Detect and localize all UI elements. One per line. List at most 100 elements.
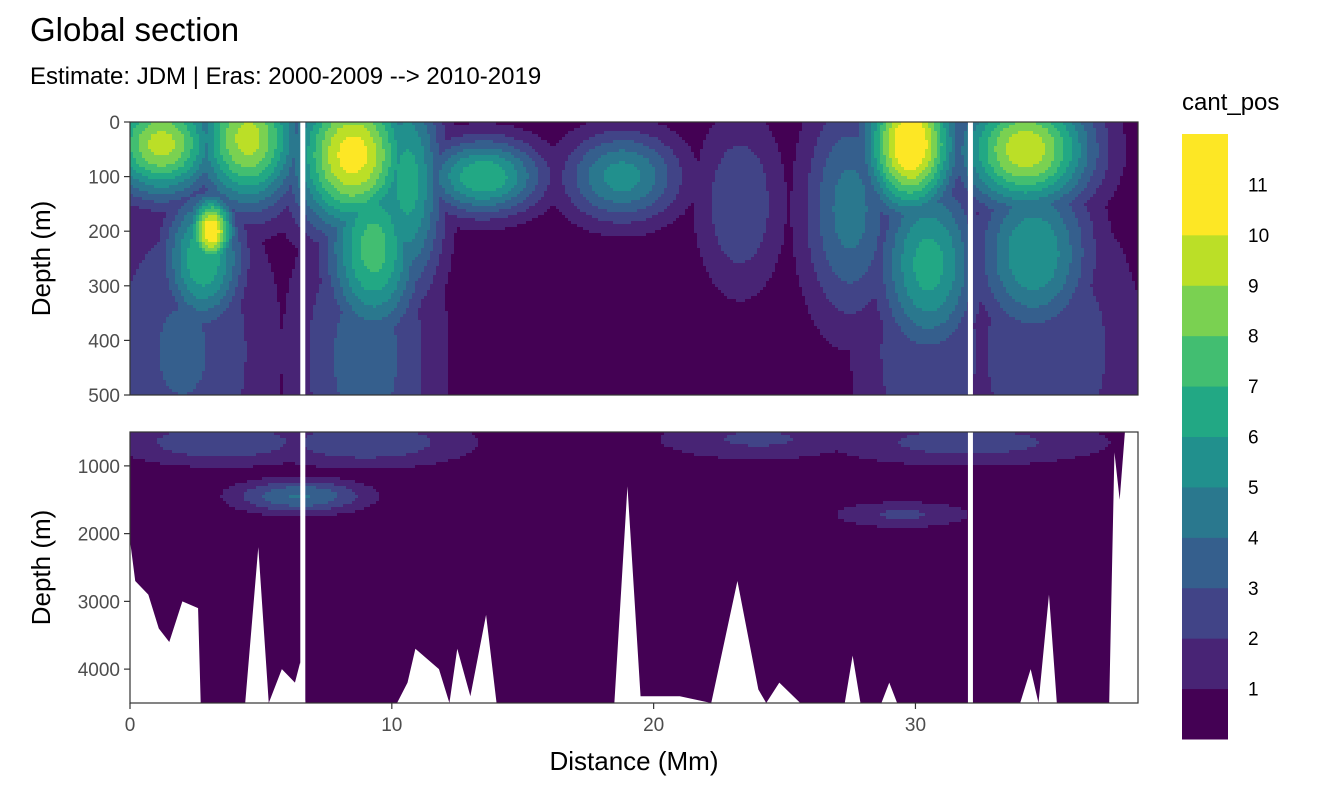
upper-contour-cell	[952, 212, 965, 216]
upper-contour-cell	[451, 257, 704, 261]
upper-contour-cell	[922, 179, 932, 183]
lower-contour-cell	[130, 570, 1138, 574]
upper-contour-cell	[220, 236, 224, 240]
upper-contour-cell	[1072, 155, 1082, 159]
upper-contour-cell	[226, 143, 239, 147]
upper-contour-cell	[370, 269, 380, 273]
upper-contour-cell	[1111, 230, 1138, 234]
upper-contour-cell	[454, 185, 467, 189]
upper-contour-cell	[304, 134, 311, 138]
upper-contour-cell	[403, 263, 413, 267]
upper-contour-cell	[289, 149, 302, 153]
upper-contour-cell	[700, 152, 725, 156]
upper-contour-cell	[988, 332, 1106, 336]
upper-contour-cell	[130, 350, 161, 354]
upper-contour-cell	[889, 188, 899, 192]
upper-contour-cell	[694, 227, 716, 231]
upper-contour-cell	[607, 209, 638, 213]
upper-contour-cell	[304, 179, 314, 183]
upper-contour-cell	[1063, 218, 1079, 222]
upper-contour-cell	[874, 131, 881, 135]
upper-contour-cell	[310, 389, 338, 393]
upper-contour-cell	[898, 203, 923, 207]
upper-contour-cell	[1072, 176, 1082, 180]
upper-contour-cell	[298, 248, 320, 252]
upper-contour-cell	[982, 131, 992, 135]
lower-contour-cell	[1090, 453, 1138, 457]
upper-contour-cell	[580, 209, 608, 213]
upper-contour-cell	[187, 263, 221, 267]
upper-contour-cell	[250, 260, 269, 264]
upper-contour-cell	[445, 125, 515, 129]
upper-contour-cell	[970, 293, 995, 297]
upper-contour-cell	[823, 179, 839, 183]
upper-contour-cell	[610, 185, 635, 189]
upper-contour-cell	[334, 368, 398, 372]
upper-contour-cell	[832, 146, 866, 150]
upper-contour-cell	[859, 242, 878, 246]
upper-contour-cell	[403, 260, 413, 264]
upper-contour-cell	[895, 194, 926, 198]
upper-contour-cell	[925, 128, 932, 132]
upper-contour-cell	[427, 236, 437, 240]
upper-contour-cell	[949, 164, 956, 168]
upper-contour-cell	[1054, 296, 1073, 300]
upper-contour-cell	[421, 344, 449, 348]
upper-contour-cell	[988, 326, 1106, 330]
upper-contour-cell	[859, 122, 866, 126]
upper-contour-cell	[919, 242, 938, 246]
upper-contour-cell	[940, 173, 947, 177]
upper-contour-cell	[997, 257, 1010, 261]
upper-contour-cell	[988, 140, 998, 144]
upper-contour-cell	[187, 392, 242, 395]
upper-contour-cell	[1066, 275, 1082, 279]
upper-contour-cell	[406, 308, 419, 312]
upper-contour-cell	[439, 200, 446, 204]
upper-contour-cell	[217, 218, 224, 222]
upper-contour-cell	[541, 197, 572, 201]
upper-contour-cell	[274, 275, 293, 279]
upper-contour-cell	[187, 266, 218, 270]
upper-contour-cell	[976, 212, 980, 216]
upper-contour-cell	[976, 320, 992, 324]
upper-contour-cell	[130, 161, 137, 165]
upper-contour-cell	[451, 263, 704, 267]
upper-contour-cell	[1087, 149, 1100, 153]
lower-contour-cell	[331, 507, 365, 511]
upper-contour-cell	[340, 200, 368, 204]
upper-contour-cell	[976, 170, 986, 174]
upper-contour-cell	[130, 203, 185, 207]
upper-contour-cell	[988, 278, 1001, 282]
upper-contour-cell	[199, 149, 206, 153]
upper-contour-cell	[397, 140, 422, 144]
upper-contour-cell	[760, 290, 803, 294]
upper-contour-cell	[898, 230, 911, 234]
upper-contour-cell	[322, 155, 329, 159]
upper-contour-cell	[382, 206, 401, 210]
upper-contour-cell	[808, 242, 824, 246]
upper-contour-cell	[913, 260, 944, 264]
upper-contour-cell	[778, 146, 797, 150]
upper-contour-cell	[922, 287, 935, 291]
upper-contour-cell	[421, 341, 449, 345]
upper-contour-cell	[217, 236, 221, 240]
upper-contour-cell	[172, 221, 182, 225]
upper-contour-cell	[403, 314, 419, 318]
upper-contour-cell	[187, 251, 206, 255]
upper-contour-cell	[337, 386, 395, 390]
upper-contour-cell	[982, 164, 992, 168]
upper-contour-cell	[334, 359, 398, 363]
upper-contour-cell	[328, 179, 341, 183]
upper-contour-cell	[274, 122, 281, 126]
upper-contour-cell	[955, 149, 962, 153]
lower-contour-cell	[1108, 438, 1138, 442]
upper-contour-cell	[796, 146, 815, 150]
upper-contour-cell	[820, 332, 884, 336]
upper-contour-cell	[220, 128, 227, 132]
upper-contour-cell	[526, 182, 539, 186]
upper-contour-cell	[397, 251, 404, 255]
upper-contour-cell	[316, 293, 335, 297]
upper-contour-cell	[337, 377, 395, 381]
upper-contour-cell	[820, 134, 860, 138]
upper-contour-cell	[940, 170, 947, 174]
